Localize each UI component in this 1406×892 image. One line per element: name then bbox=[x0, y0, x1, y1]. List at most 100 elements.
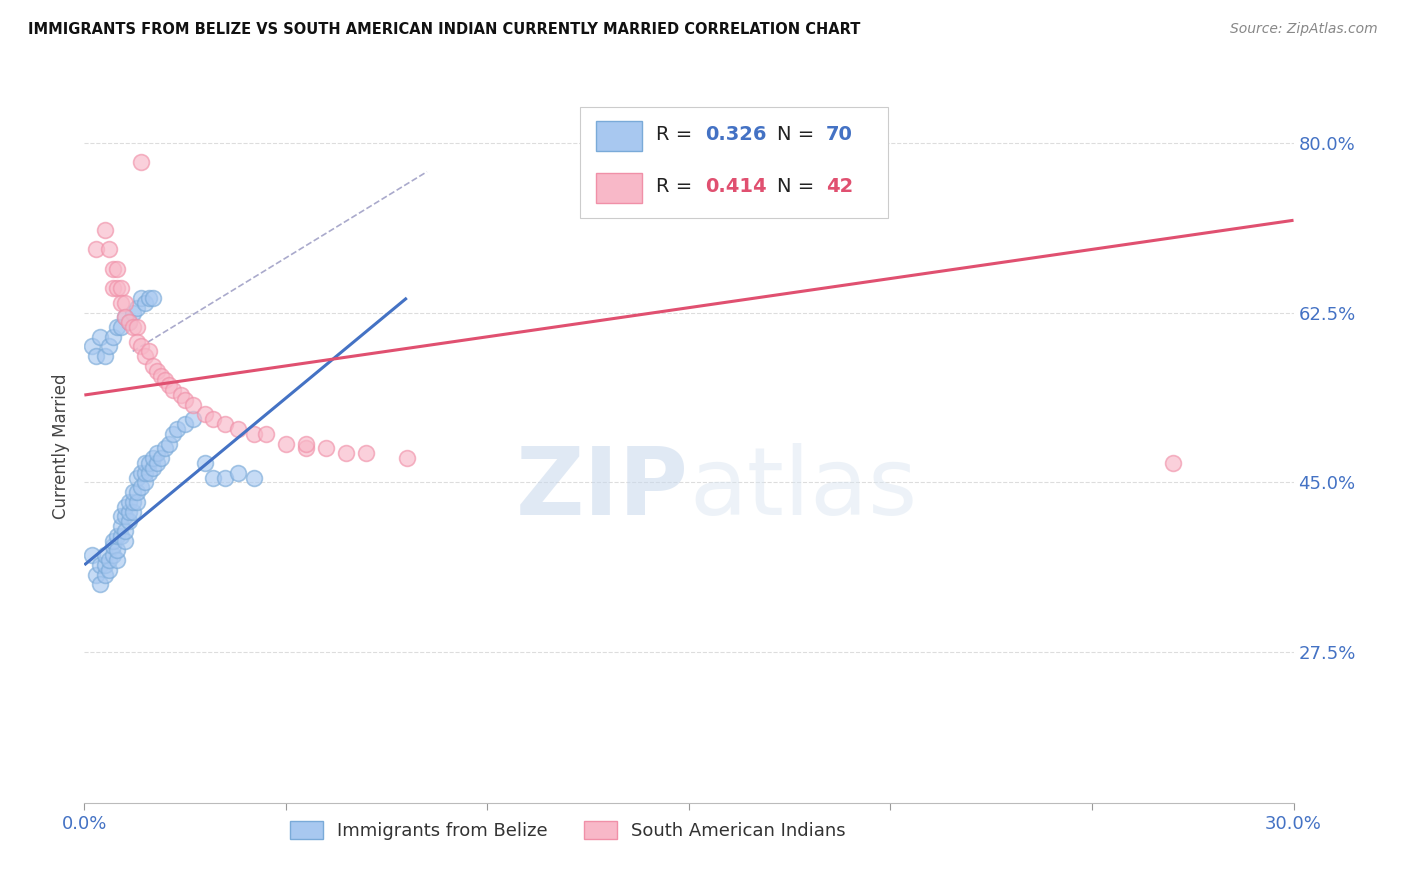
Point bbox=[86, 243, 108, 257]
Point bbox=[105, 529, 128, 543]
Point bbox=[134, 475, 156, 490]
Point bbox=[114, 533, 136, 548]
Point bbox=[114, 509, 136, 524]
Point bbox=[101, 281, 124, 295]
Point bbox=[125, 301, 148, 315]
Point bbox=[1161, 456, 1184, 470]
Point bbox=[125, 470, 148, 484]
Point bbox=[93, 223, 115, 237]
Point bbox=[97, 339, 120, 353]
Point bbox=[134, 295, 156, 310]
Point bbox=[105, 261, 128, 276]
Point bbox=[242, 426, 264, 441]
Point bbox=[129, 466, 152, 480]
Point bbox=[149, 451, 172, 466]
Point bbox=[89, 577, 111, 591]
Point bbox=[121, 485, 143, 500]
Point bbox=[181, 398, 204, 412]
Point bbox=[93, 567, 115, 582]
Point bbox=[181, 412, 204, 426]
Bar bbox=[596, 121, 641, 152]
Point bbox=[125, 495, 148, 509]
Point bbox=[295, 442, 318, 456]
Point bbox=[335, 446, 357, 460]
Point bbox=[142, 291, 165, 305]
Text: N =: N = bbox=[778, 178, 821, 196]
Point bbox=[82, 339, 104, 353]
Text: N =: N = bbox=[778, 125, 821, 144]
Text: 0.326: 0.326 bbox=[704, 125, 766, 144]
Point bbox=[114, 524, 136, 538]
Point bbox=[226, 466, 249, 480]
Text: Source: ZipAtlas.com: Source: ZipAtlas.com bbox=[1230, 22, 1378, 37]
Point bbox=[138, 456, 160, 470]
Point bbox=[194, 456, 217, 470]
Text: 42: 42 bbox=[825, 178, 853, 196]
Point bbox=[110, 529, 132, 543]
Point bbox=[114, 295, 136, 310]
Point bbox=[125, 320, 148, 334]
Point bbox=[395, 451, 418, 466]
Point bbox=[101, 330, 124, 344]
Point bbox=[97, 563, 120, 577]
Point bbox=[118, 495, 141, 509]
Point bbox=[274, 436, 297, 450]
Point bbox=[101, 539, 124, 553]
Point bbox=[101, 533, 124, 548]
Point bbox=[295, 436, 318, 450]
Point bbox=[356, 446, 378, 460]
Point bbox=[214, 470, 236, 484]
Text: 0.414: 0.414 bbox=[704, 178, 766, 196]
Point bbox=[121, 504, 143, 518]
Point bbox=[105, 281, 128, 295]
Point bbox=[226, 422, 249, 436]
Point bbox=[134, 456, 156, 470]
Point bbox=[138, 344, 160, 359]
Point bbox=[114, 500, 136, 514]
Point bbox=[142, 359, 165, 373]
Point bbox=[110, 519, 132, 533]
Point bbox=[129, 155, 152, 169]
Point bbox=[242, 470, 264, 484]
Text: 70: 70 bbox=[825, 125, 852, 144]
Point bbox=[97, 553, 120, 567]
Point bbox=[162, 426, 184, 441]
Y-axis label: Currently Married: Currently Married bbox=[52, 373, 70, 519]
Text: IMMIGRANTS FROM BELIZE VS SOUTH AMERICAN INDIAN CURRENTLY MARRIED CORRELATION CH: IMMIGRANTS FROM BELIZE VS SOUTH AMERICAN… bbox=[28, 22, 860, 37]
Point bbox=[170, 388, 193, 402]
Point bbox=[254, 426, 277, 441]
Point bbox=[121, 320, 143, 334]
Point bbox=[89, 558, 111, 572]
Point bbox=[89, 330, 111, 344]
Point bbox=[149, 368, 172, 383]
Point bbox=[118, 504, 141, 518]
Point bbox=[146, 364, 169, 378]
Point bbox=[142, 451, 165, 466]
Point bbox=[166, 422, 188, 436]
Point bbox=[110, 295, 132, 310]
Point bbox=[138, 466, 160, 480]
Point bbox=[118, 514, 141, 528]
Text: R =: R = bbox=[657, 125, 699, 144]
Point bbox=[93, 349, 115, 363]
Bar bbox=[596, 173, 641, 203]
Point bbox=[118, 315, 141, 329]
Point bbox=[194, 408, 217, 422]
Point bbox=[174, 417, 197, 432]
Point bbox=[82, 548, 104, 562]
Point bbox=[125, 485, 148, 500]
Point bbox=[157, 378, 180, 392]
Point bbox=[121, 495, 143, 509]
Text: atlas: atlas bbox=[689, 442, 917, 535]
Point bbox=[134, 349, 156, 363]
Point bbox=[101, 261, 124, 276]
Legend: Immigrants from Belize, South American Indians: Immigrants from Belize, South American I… bbox=[283, 814, 853, 847]
Point bbox=[202, 470, 225, 484]
Point bbox=[138, 291, 160, 305]
Point bbox=[134, 466, 156, 480]
Point bbox=[142, 460, 165, 475]
Point bbox=[202, 412, 225, 426]
Text: ZIP: ZIP bbox=[516, 442, 689, 535]
Point bbox=[153, 374, 176, 388]
Point bbox=[105, 543, 128, 558]
